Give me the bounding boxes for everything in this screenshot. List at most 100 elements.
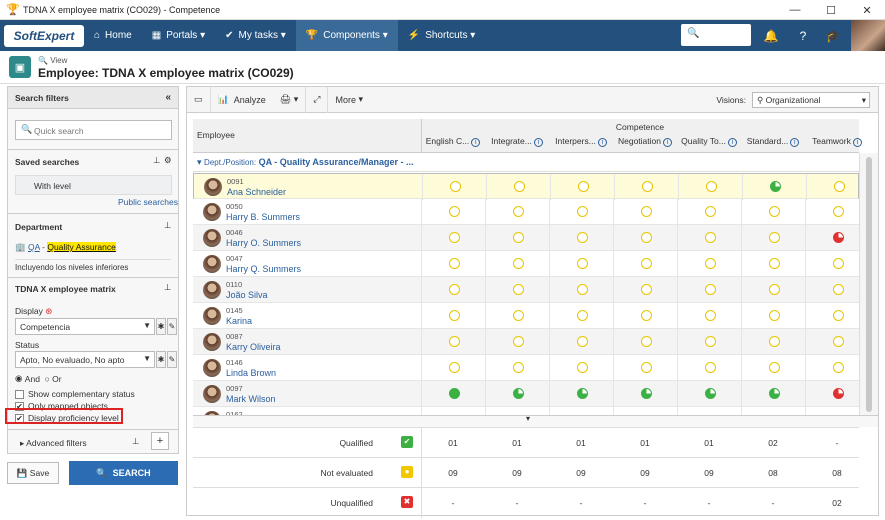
not-evaluated-icon[interactable]	[513, 284, 524, 295]
competence-cell[interactable]	[549, 277, 613, 303]
not-evaluated-icon[interactable]	[450, 181, 461, 192]
display-select[interactable]: Competencia ▼	[15, 318, 155, 335]
employee-row[interactable]: 0091 Ana Schneider	[193, 173, 859, 200]
asterisk-button[interactable]: ✱	[156, 318, 166, 335]
bell-icon[interactable]: 🔔	[763, 28, 779, 43]
save-button[interactable]: 💾 Save	[7, 462, 59, 484]
not-evaluated-icon[interactable]	[577, 258, 588, 269]
competence-column-header[interactable]: Quality To... i	[677, 136, 741, 153]
competence-cell[interactable]	[677, 303, 741, 329]
not-evaluated-icon[interactable]	[769, 284, 780, 295]
competence-cell[interactable]	[613, 303, 677, 329]
employee-name[interactable]: Harry B. Summers	[226, 212, 301, 222]
qualified-partial-icon[interactable]	[641, 388, 652, 399]
competence-cell[interactable]	[805, 355, 869, 381]
employee-name[interactable]: Karina	[226, 316, 253, 326]
competence-cell[interactable]	[677, 355, 741, 381]
competence-cell[interactable]	[549, 303, 613, 329]
graduation-icon[interactable]: 🎓	[825, 28, 841, 43]
info-icon[interactable]: i	[852, 138, 862, 147]
not-evaluated-icon[interactable]	[641, 206, 652, 217]
not-evaluated-icon[interactable]	[641, 362, 652, 373]
competence-cell[interactable]	[805, 329, 869, 355]
employee-name[interactable]: Karry Oliveira	[226, 342, 281, 352]
competence-column-header[interactable]: Integrate... i	[485, 136, 549, 153]
not-evaluated-icon[interactable]	[449, 336, 460, 347]
competence-cell[interactable]	[677, 251, 741, 277]
competence-cell[interactable]	[421, 303, 485, 329]
eraser-button[interactable]: ✎	[167, 318, 177, 335]
softexpert-logo[interactable]: SoftExpert	[4, 24, 84, 47]
not-evaluated-icon[interactable]	[705, 362, 716, 373]
not-evaluated-icon[interactable]	[513, 258, 524, 269]
info-icon[interactable]: i	[790, 138, 800, 147]
competence-cell[interactable]	[485, 225, 549, 251]
gear-icon[interactable]: ⚙	[164, 155, 172, 165]
competence-cell[interactable]	[806, 174, 870, 200]
competence-cell[interactable]	[741, 251, 805, 277]
competence-cell[interactable]	[805, 277, 869, 303]
not-evaluated-icon[interactable]	[769, 258, 780, 269]
employee-name[interactable]: Harry O. Summers	[226, 238, 302, 248]
competence-cell[interactable]	[485, 407, 549, 422]
competence-cell[interactable]	[421, 251, 485, 277]
competence-cell[interactable]	[741, 355, 805, 381]
competence-cell[interactable]	[805, 381, 869, 407]
competence-cell[interactable]	[485, 381, 549, 407]
competence-cell[interactable]	[613, 407, 677, 422]
competence-cell[interactable]	[677, 407, 741, 422]
expand-icon[interactable]: ▾	[197, 157, 202, 167]
fullscreen-button[interactable]: ⤢	[306, 86, 329, 113]
competence-cell[interactable]	[549, 381, 613, 407]
not-evaluated-icon[interactable]	[577, 336, 588, 347]
competence-cell[interactable]	[677, 381, 741, 407]
competence-column-header[interactable]: Negotiation i	[613, 136, 677, 153]
competence-cell[interactable]	[485, 303, 549, 329]
nav-my-tasks[interactable]: ✔ My tasks ▾	[225, 30, 286, 41]
competence-cell[interactable]	[486, 174, 550, 200]
public-searches-link[interactable]: Public searches	[118, 197, 179, 207]
competence-cell[interactable]	[485, 329, 549, 355]
not-evaluated-icon[interactable]	[449, 206, 460, 217]
not-evaluated-icon[interactable]	[705, 336, 716, 347]
splitter[interactable]: ▾	[193, 414, 878, 427]
competence-cell[interactable]	[742, 174, 806, 200]
competence-cell[interactable]	[805, 303, 869, 329]
employee-row[interactable]: 0046 Harry O. Summers	[193, 225, 859, 251]
qualified-full-icon[interactable]	[449, 388, 460, 399]
search-button[interactable]: 🔍 SEARCH	[69, 461, 178, 485]
not-evaluated-icon[interactable]	[577, 362, 588, 373]
unqualified-partial-icon[interactable]	[833, 388, 844, 399]
qualified-partial-icon[interactable]	[577, 388, 588, 399]
not-evaluated-icon[interactable]	[449, 232, 460, 243]
competence-cell[interactable]	[614, 174, 678, 200]
nav-portals[interactable]: ▦ Portals ▾	[151, 30, 206, 41]
competence-cell[interactable]	[421, 407, 485, 422]
not-evaluated-icon[interactable]	[833, 258, 844, 269]
competence-cell[interactable]	[549, 199, 613, 225]
not-evaluated-icon[interactable]	[833, 206, 844, 217]
not-evaluated-icon[interactable]	[705, 232, 716, 243]
competence-cell[interactable]	[741, 329, 805, 355]
competence-cell[interactable]	[805, 407, 859, 422]
competence-cell[interactable]	[805, 199, 869, 225]
not-evaluated-icon[interactable]	[578, 181, 589, 192]
competence-cell[interactable]	[549, 251, 613, 277]
view-toggle-button[interactable]: ▭	[187, 86, 211, 113]
asterisk-button[interactable]: ✱	[156, 351, 166, 368]
competence-cell[interactable]	[613, 251, 677, 277]
splitter-handle-icon[interactable]: ▾	[526, 414, 531, 423]
info-icon[interactable]: i	[663, 138, 672, 147]
print-button[interactable]: 🖨 ▾	[273, 86, 307, 113]
not-evaluated-icon[interactable]	[769, 362, 780, 373]
competence-cell[interactable]	[741, 407, 805, 422]
not-evaluated-icon[interactable]	[449, 362, 460, 373]
not-evaluated-icon[interactable]	[513, 310, 524, 321]
competence-cell[interactable]	[421, 225, 485, 251]
competence-cell[interactable]	[550, 174, 614, 200]
competence-cell[interactable]	[678, 174, 742, 200]
competence-cell[interactable]	[485, 277, 549, 303]
competence-column-header[interactable]: Standard... i	[741, 136, 805, 153]
competence-column-header[interactable]: Teamwork i	[805, 136, 869, 153]
not-evaluated-icon[interactable]	[833, 284, 844, 295]
